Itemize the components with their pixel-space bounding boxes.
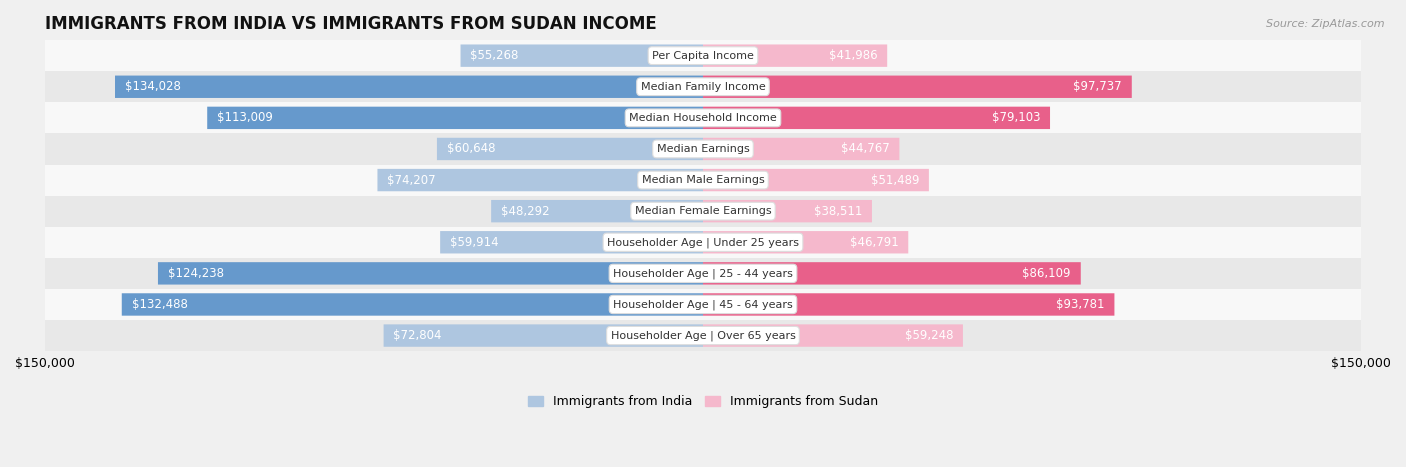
FancyBboxPatch shape	[207, 106, 703, 129]
FancyBboxPatch shape	[703, 231, 908, 254]
Text: Per Capita Income: Per Capita Income	[652, 50, 754, 61]
Text: Householder Age | Over 65 years: Householder Age | Over 65 years	[610, 330, 796, 341]
FancyBboxPatch shape	[437, 138, 703, 160]
Bar	[45, 164, 1361, 196]
Text: $59,248: $59,248	[904, 329, 953, 342]
Text: $132,488: $132,488	[132, 298, 187, 311]
Text: $48,292: $48,292	[501, 205, 550, 218]
Text: Median Male Earnings: Median Male Earnings	[641, 175, 765, 185]
FancyBboxPatch shape	[115, 76, 703, 98]
Text: Householder Age | Under 25 years: Householder Age | Under 25 years	[607, 237, 799, 248]
FancyBboxPatch shape	[703, 325, 963, 347]
Text: $72,804: $72,804	[394, 329, 441, 342]
Bar	[45, 40, 1361, 71]
Legend: Immigrants from India, Immigrants from Sudan: Immigrants from India, Immigrants from S…	[523, 390, 883, 413]
Text: $44,767: $44,767	[841, 142, 890, 156]
Text: Median Earnings: Median Earnings	[657, 144, 749, 154]
FancyBboxPatch shape	[122, 293, 703, 316]
Bar	[45, 289, 1361, 320]
Text: $86,109: $86,109	[1022, 267, 1071, 280]
Bar	[45, 196, 1361, 226]
FancyBboxPatch shape	[703, 138, 900, 160]
Text: Median Family Income: Median Family Income	[641, 82, 765, 92]
Text: $97,737: $97,737	[1073, 80, 1122, 93]
Text: $38,511: $38,511	[814, 205, 862, 218]
Bar	[45, 320, 1361, 351]
Bar	[45, 226, 1361, 258]
FancyBboxPatch shape	[157, 262, 703, 284]
FancyBboxPatch shape	[703, 106, 1050, 129]
Text: IMMIGRANTS FROM INDIA VS IMMIGRANTS FROM SUDAN INCOME: IMMIGRANTS FROM INDIA VS IMMIGRANTS FROM…	[45, 15, 657, 33]
FancyBboxPatch shape	[440, 231, 703, 254]
Bar	[45, 102, 1361, 134]
FancyBboxPatch shape	[703, 44, 887, 67]
FancyBboxPatch shape	[491, 200, 703, 222]
FancyBboxPatch shape	[377, 169, 703, 191]
FancyBboxPatch shape	[384, 325, 703, 347]
Bar	[45, 134, 1361, 164]
Text: Median Household Income: Median Household Income	[628, 113, 778, 123]
Text: $59,914: $59,914	[450, 236, 499, 249]
FancyBboxPatch shape	[461, 44, 703, 67]
Bar	[45, 71, 1361, 102]
FancyBboxPatch shape	[703, 262, 1081, 284]
Text: $124,238: $124,238	[167, 267, 224, 280]
Text: $113,009: $113,009	[217, 111, 273, 124]
FancyBboxPatch shape	[703, 293, 1115, 316]
Text: Householder Age | 25 - 44 years: Householder Age | 25 - 44 years	[613, 268, 793, 279]
FancyBboxPatch shape	[703, 200, 872, 222]
Text: $51,489: $51,489	[870, 174, 920, 186]
Text: $134,028: $134,028	[125, 80, 181, 93]
Text: $74,207: $74,207	[387, 174, 436, 186]
Text: $93,781: $93,781	[1056, 298, 1105, 311]
FancyBboxPatch shape	[703, 76, 1132, 98]
Text: $79,103: $79,103	[991, 111, 1040, 124]
FancyBboxPatch shape	[703, 169, 929, 191]
Text: Median Female Earnings: Median Female Earnings	[634, 206, 772, 216]
Text: $41,986: $41,986	[828, 49, 877, 62]
Text: Source: ZipAtlas.com: Source: ZipAtlas.com	[1267, 19, 1385, 28]
Text: $46,791: $46,791	[849, 236, 898, 249]
Bar	[45, 258, 1361, 289]
Text: $55,268: $55,268	[471, 49, 519, 62]
Text: Householder Age | 45 - 64 years: Householder Age | 45 - 64 years	[613, 299, 793, 310]
Text: $60,648: $60,648	[447, 142, 495, 156]
